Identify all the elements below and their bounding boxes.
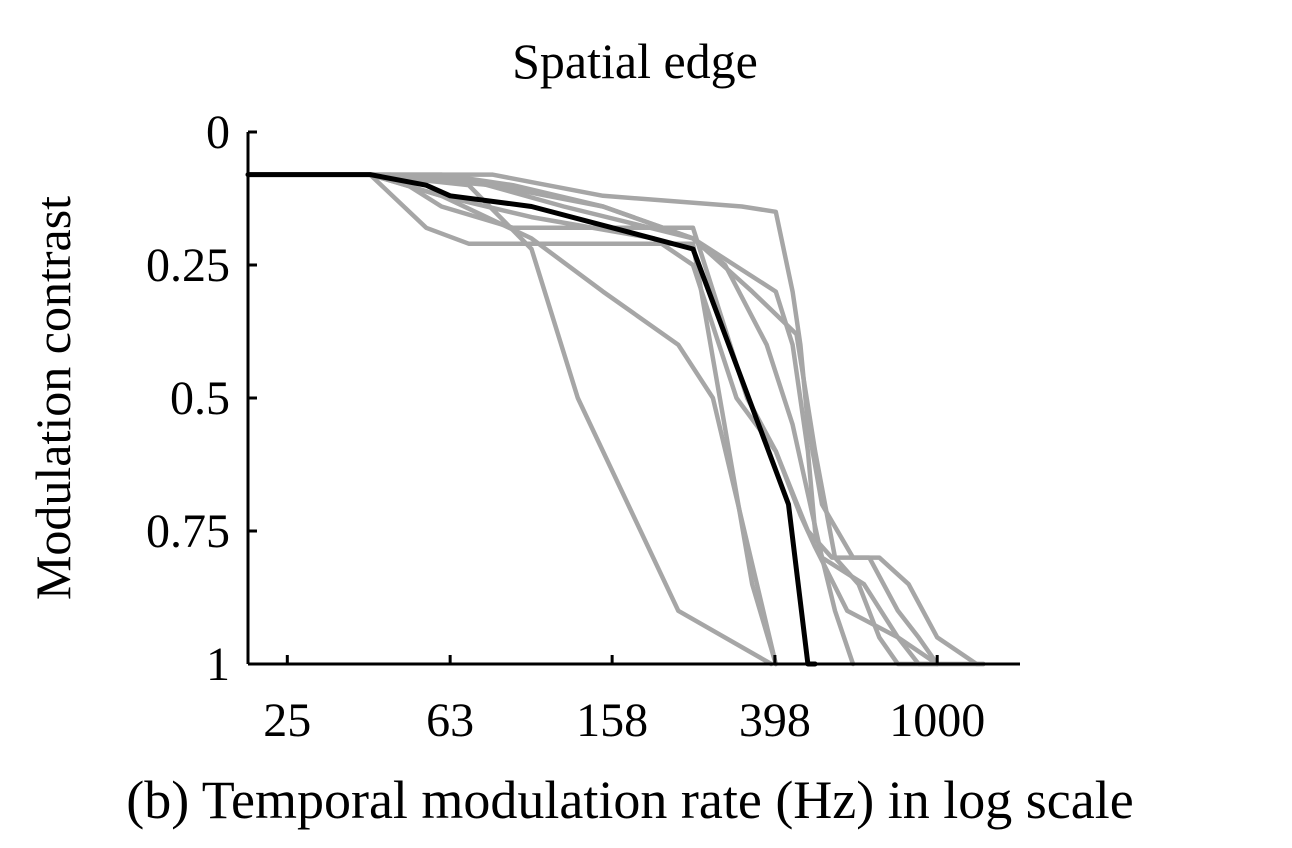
axes-layer: 0 0.25 0.5 0.75 1 25 63 158 398 1000 [146, 106, 1020, 747]
series-line-mean [245, 172, 818, 667]
x-tick-label: 1000 [889, 694, 985, 747]
x-tick-label: 158 [576, 694, 648, 747]
x-axis-label: (b) Temporal modulation rate (Hz) in log… [126, 770, 1133, 830]
x-tick-label: 63 [426, 694, 474, 747]
y-tick-label: 0 [206, 106, 230, 159]
series-line-subject-3 [245, 172, 940, 667]
y-tick-label: 0.25 [146, 239, 230, 292]
series-line-subject-2 [245, 172, 940, 667]
series-line-subject-9 [245, 172, 986, 667]
series-line-subject-4 [245, 172, 940, 667]
y-tick-label: 1 [206, 638, 230, 691]
series-line-subject-7 [245, 172, 779, 667]
x-tick-label: 398 [739, 694, 811, 747]
series-line-subject-5 [245, 172, 986, 667]
series-line-subject-1 [245, 172, 856, 667]
y-axis-label: Modulation contrast [25, 196, 81, 600]
x-tick-label: 25 [263, 694, 311, 747]
series-layer [245, 172, 986, 667]
y-tick-label: 0.5 [170, 372, 230, 425]
series-line-subject-6 [245, 172, 779, 667]
chart-title: Spatial edge [512, 33, 758, 89]
y-tick-label: 0.75 [146, 505, 230, 558]
